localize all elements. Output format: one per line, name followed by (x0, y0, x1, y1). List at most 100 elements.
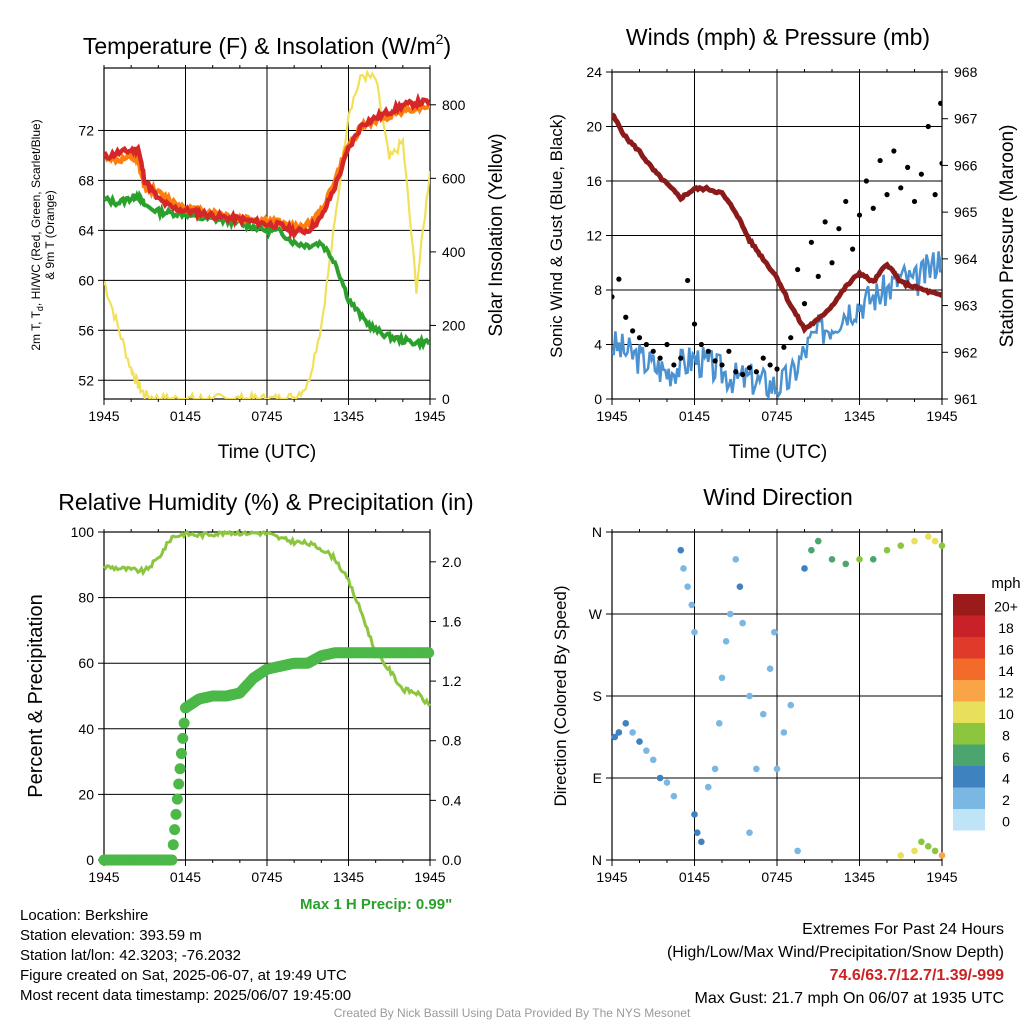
figure-created: Figure created on Sat, 2025-06-07, at 19… (20, 967, 347, 984)
x-tick-label: 1345 (333, 869, 364, 885)
legend-swatch (953, 744, 985, 766)
direction-point (911, 537, 918, 545)
direction-point (643, 747, 650, 754)
direction-point (770, 628, 778, 636)
direction-point (670, 792, 678, 800)
y-right-tick-label: 965 (954, 204, 978, 220)
direction-point (856, 556, 863, 563)
gust-point (623, 314, 629, 320)
sonic-wind-line (612, 251, 942, 399)
extremes-title: Extremes For Past 24 Hours (802, 921, 1004, 938)
direction-point (828, 556, 836, 563)
gust-point (856, 212, 863, 218)
direction-point (801, 565, 808, 572)
gust-point (719, 362, 725, 368)
direction-point (883, 546, 891, 554)
temperature-title: Temperature (F) & Insolation (W/m2) (83, 31, 451, 59)
legend-label: 2 (1002, 792, 1010, 808)
x-tick-label: 0745 (251, 869, 282, 885)
max-gust: Max Gust: 21.7 mph On 06/07 at 1935 UTC (694, 990, 1005, 1007)
legend-label: 0 (1002, 814, 1010, 830)
direction-point (691, 811, 698, 818)
direction-point (869, 556, 877, 563)
y-tick-label: 20 (78, 786, 94, 802)
temperature-plot: 1945 0145 0745 1345 1945 52 56 60 64 68 72 0 200 400 6… (78, 65, 466, 424)
humidity-title: Relative Humidity (%) & Precipitation (i… (58, 489, 473, 515)
y-tick-label: 20 (586, 119, 602, 135)
legend-label: 16 (998, 642, 1014, 658)
y-tick-label: 24 (586, 64, 602, 80)
gust-point (843, 198, 849, 205)
winds-xlabel: Time (UTC) (729, 442, 828, 463)
direction-point (736, 583, 744, 590)
gust-point (664, 341, 670, 348)
gust-point (801, 301, 808, 307)
gust-point (705, 348, 711, 354)
x-tick-label: 0745 (761, 408, 792, 424)
legend-label: 4 (1002, 771, 1010, 787)
gust-point (870, 205, 876, 211)
gust-point (671, 362, 677, 368)
direction-point (759, 710, 767, 718)
winds-ylabel-left: Sonic Wind & Gust (Blue, Black) (547, 114, 566, 358)
legend-label: 6 (1002, 749, 1010, 765)
station-elevation: Station elevation: 393.59 m (20, 927, 202, 944)
temperature-ylabel-left: 2m T, Td, HI/WC (Red, Green, Scarlet/Blu… (29, 119, 45, 350)
direction-point (897, 542, 905, 549)
y-tick-label: 72 (78, 122, 94, 138)
gust-point (767, 362, 773, 368)
direction-point (691, 628, 698, 636)
precip-point (166, 854, 178, 866)
direction-point (787, 701, 795, 709)
y-tick-label: 68 (78, 172, 94, 188)
y-right-tick-label: 1.2 (442, 673, 462, 689)
y-right-tick-label: 967 (954, 111, 978, 127)
temperature-ylabel-right: Solar Insolation (Yellow) (486, 133, 507, 336)
gust-point (815, 273, 821, 279)
x-tick-label: 0145 (170, 869, 201, 885)
pressure-line (612, 112, 942, 335)
x-tick-label: 1945 (414, 408, 445, 424)
y-tick-label: N (592, 524, 602, 540)
direction-point (711, 765, 719, 773)
precip-point (175, 748, 187, 760)
direction-point (773, 765, 781, 773)
direction-point (938, 852, 946, 859)
gust-point (657, 355, 663, 361)
precip-point (177, 732, 189, 744)
direction-point (677, 546, 685, 554)
direction-point (656, 774, 664, 782)
precip-point (169, 824, 181, 836)
x-tick-label: 1945 (596, 869, 627, 885)
temperature-xlabel: Time (UTC) (218, 442, 317, 463)
temperature-line (104, 92, 430, 240)
direction-title: Wind Direction (703, 484, 853, 510)
direction-legend-title: mph (991, 575, 1020, 592)
direction-point (622, 720, 630, 727)
y-right-tick-label: 962 (954, 344, 978, 360)
x-tick-label: 1945 (926, 408, 957, 424)
direction-point (780, 729, 788, 736)
y-tick-label: 52 (78, 372, 94, 388)
series-group (104, 69, 430, 399)
legend-swatch (953, 594, 985, 616)
direction-point (897, 852, 905, 859)
legend-swatch (953, 680, 985, 702)
legend-label: 12 (998, 685, 1014, 701)
y-tick-label: 12 (586, 228, 602, 244)
gust-point (891, 148, 897, 154)
direction-point (663, 779, 671, 786)
gust-point (836, 226, 842, 232)
y-right-tick-label: 963 (954, 298, 978, 314)
direction-point (636, 738, 643, 745)
y-tick-label: N (592, 852, 602, 868)
direction-point (918, 838, 925, 846)
direction-point (931, 537, 939, 545)
x-tick-label: 1945 (88, 869, 119, 885)
y-tick-label: 80 (78, 590, 94, 606)
direction-point (938, 542, 946, 549)
gust-point (898, 185, 904, 191)
direction-point (698, 838, 705, 846)
